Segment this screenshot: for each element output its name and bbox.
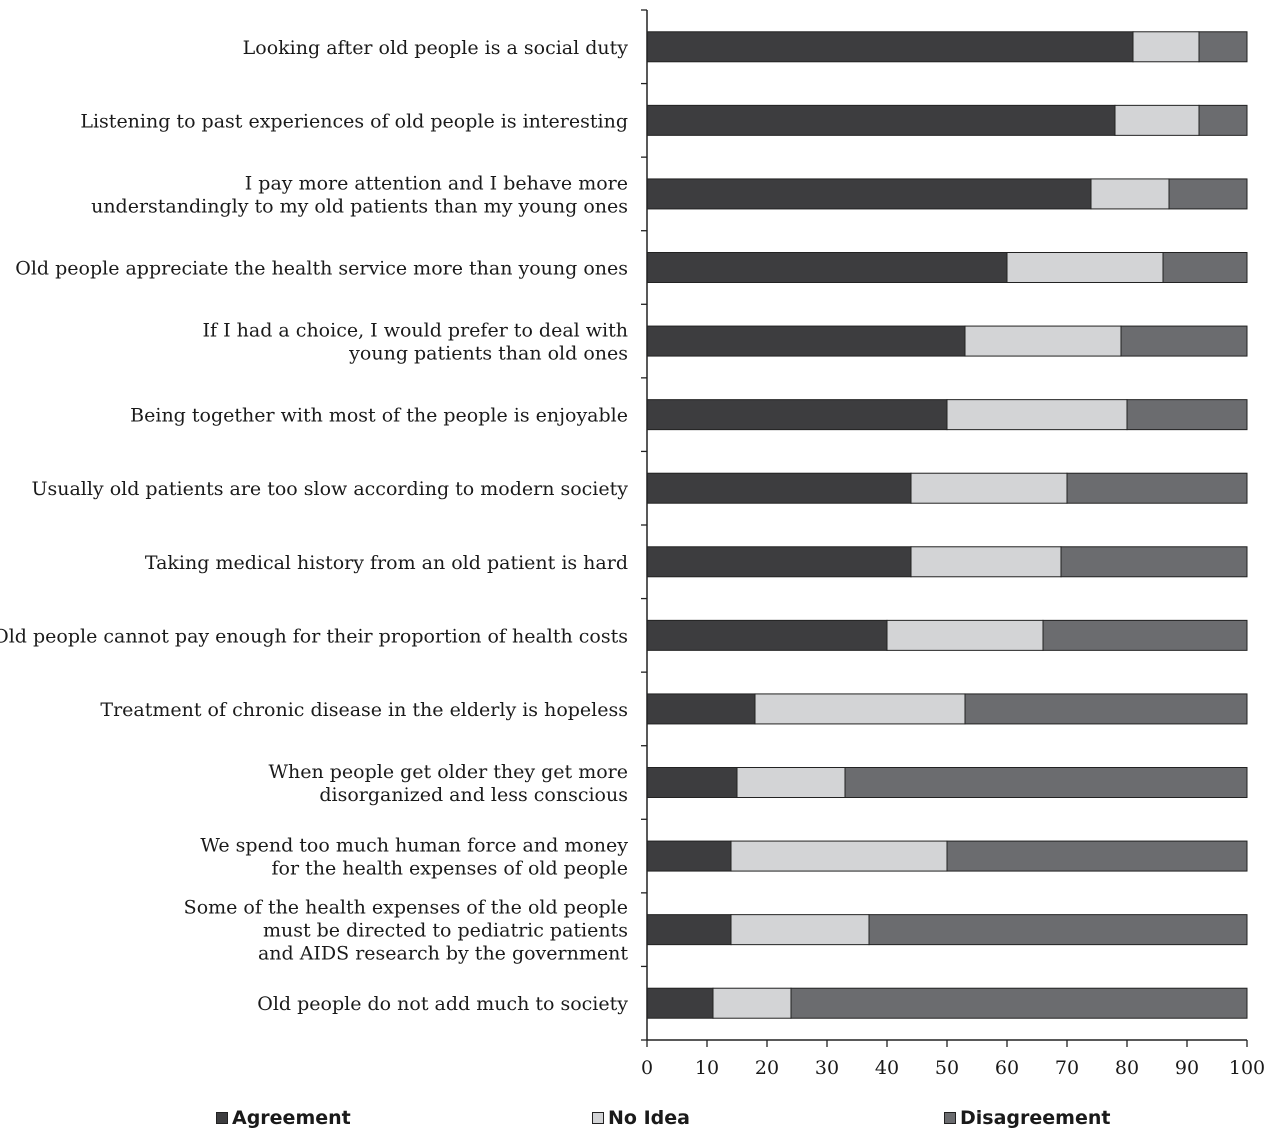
legend-item-no-idea: No Idea [592, 1107, 690, 1129]
bar-no-idea-5 [946, 399, 1128, 431]
x-tick-label-90: 90 [1175, 1057, 1199, 1079]
bar-disagreement-2 [1168, 178, 1248, 210]
x-tick-label-0: 0 [641, 1057, 653, 1079]
category-label-2-line-0: I pay more attention and I behave more [245, 172, 628, 194]
category-label-2-line-1: understandingly to my old patients than … [91, 195, 628, 217]
bar-disagreement-10 [844, 767, 1248, 798]
bar-no-idea-2 [1090, 178, 1170, 210]
bar-no-idea-6 [910, 472, 1068, 504]
legend-item-disagreement: Disagreement [944, 1107, 1110, 1129]
bar-agreement-6 [646, 472, 912, 504]
bar-agreement-1 [646, 104, 1116, 136]
bar-agreement-2 [646, 178, 1092, 210]
bar-disagreement-4 [1120, 325, 1248, 357]
category-label-11-line-0: We spend too much human force and money [200, 835, 628, 857]
bar-disagreement-8 [1042, 619, 1248, 651]
bar-disagreement-9 [964, 693, 1248, 725]
category-label-12-line-0: Some of the health expenses of the old p… [184, 897, 628, 919]
stacked-bar-chart: Looking after old people is a social dut… [0, 9, 1265, 1079]
legend-swatch-disagreement [944, 1112, 956, 1124]
category-label-11-line-1: for the health expenses of old people [272, 858, 629, 880]
legend-label-no-idea: No Idea [608, 1107, 690, 1129]
category-label-13: Old people do not add much to society [257, 993, 628, 1015]
bar-agreement-7 [646, 546, 912, 578]
category-label-9: Treatment of chronic disease in the elde… [100, 699, 628, 721]
category-label-7: Taking medical history from an old patie… [145, 552, 628, 574]
bar-disagreement-11 [946, 840, 1248, 872]
bar-agreement-5 [646, 399, 948, 431]
category-label-10-line-0: When people get older they get more [268, 761, 628, 783]
x-tick-label-30: 30 [815, 1057, 839, 1079]
category-label-12-line-1: must be directed to pediatric patients [263, 920, 628, 942]
bar-agreement-13 [646, 987, 714, 1019]
bar-no-idea-12 [730, 914, 870, 946]
bar-no-idea-0 [1132, 31, 1200, 63]
category-label-4-line-0: If I had a choice, I would prefer to dea… [203, 320, 628, 342]
bar-agreement-3 [646, 252, 1008, 283]
category-label-12-line-2: and AIDS research by the government [258, 943, 628, 965]
bar-no-idea-9 [754, 693, 966, 725]
bar-no-idea-1 [1114, 104, 1200, 136]
bar-no-idea-3 [1006, 252, 1164, 283]
bar-agreement-9 [646, 693, 756, 725]
bar-disagreement-5 [1126, 399, 1248, 431]
bar-disagreement-1 [1198, 104, 1248, 136]
category-label-10-line-1: disorganized and less conscious [319, 784, 628, 806]
x-tick-label-20: 20 [755, 1057, 779, 1079]
bar-no-idea-4 [964, 325, 1122, 357]
bar-agreement-10 [646, 767, 738, 798]
bar-disagreement-0 [1198, 31, 1248, 63]
category-label-1: Listening to past experiences of old peo… [80, 110, 628, 132]
bar-agreement-12 [646, 914, 732, 946]
x-tick-label-40: 40 [875, 1057, 899, 1079]
bar-agreement-11 [646, 840, 732, 872]
bar-no-idea-8 [886, 619, 1044, 651]
x-tick-label-100: 100 [1229, 1057, 1265, 1079]
legend: Agreement No Idea Disagreement [0, 1107, 1270, 1133]
bar-disagreement-3 [1162, 252, 1248, 283]
legend-swatch-no-idea [592, 1112, 604, 1124]
x-tick-label-10: 10 [695, 1057, 719, 1079]
category-label-8: Old people cannot pay enough for their p… [0, 625, 628, 647]
category-label-4-line-1: young patients than old ones [348, 343, 628, 365]
category-label-5: Being together with most of the people i… [130, 405, 628, 427]
bar-disagreement-12 [868, 914, 1248, 946]
legend-label-agreement: Agreement [232, 1107, 351, 1129]
x-tick-label-80: 80 [1115, 1057, 1139, 1079]
x-tick-label-60: 60 [995, 1057, 1019, 1079]
legend-item-agreement: Agreement [216, 1107, 351, 1129]
bar-agreement-4 [646, 325, 966, 357]
x-tick-label-70: 70 [1055, 1057, 1079, 1079]
bar-no-idea-11 [730, 840, 948, 872]
bar-no-idea-10 [736, 767, 846, 798]
bar-agreement-8 [646, 619, 888, 651]
bar-disagreement-7 [1060, 546, 1248, 578]
bar-no-idea-7 [910, 546, 1062, 578]
bar-agreement-0 [646, 31, 1134, 63]
category-label-0: Looking after old people is a social dut… [243, 37, 629, 59]
category-label-3: Old people appreciate the health service… [15, 258, 628, 280]
legend-swatch-agreement [216, 1112, 228, 1124]
bar-disagreement-6 [1066, 472, 1248, 504]
category-label-6: Usually old patients are too slow accord… [31, 478, 628, 500]
legend-label-disagreement: Disagreement [960, 1107, 1111, 1129]
bar-no-idea-13 [712, 987, 792, 1019]
x-tick-label-50: 50 [935, 1057, 959, 1079]
bar-disagreement-13 [790, 987, 1248, 1019]
